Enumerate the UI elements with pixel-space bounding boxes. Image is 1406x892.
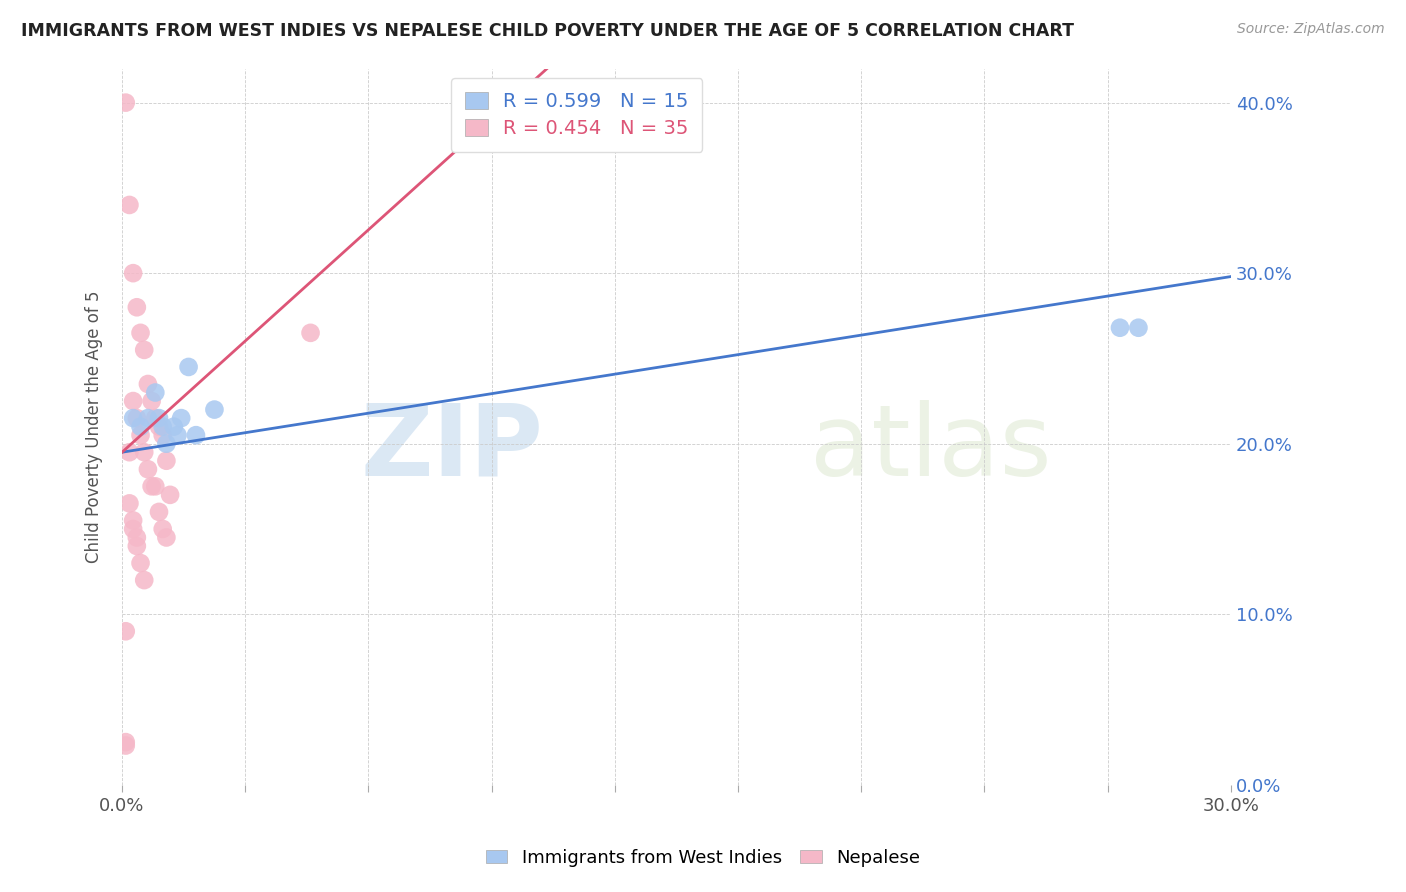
Point [114,735,136,749]
Point [136,411,159,425]
Point [122,266,145,280]
Point [152,522,174,536]
Legend: Immigrants from West Indies, Nepalese: Immigrants from West Indies, Nepalese [478,842,928,874]
Point [136,462,159,476]
Point [141,394,163,409]
Point [155,436,177,450]
Point [155,531,177,545]
Point [136,376,159,391]
Point [114,624,136,639]
Point [134,343,156,357]
Point [134,445,156,459]
Point [134,573,156,587]
Point [129,556,152,570]
Point [114,739,136,753]
Point [170,411,193,425]
Point [122,513,145,527]
Point [118,496,141,510]
Point [163,419,186,434]
Point [118,445,141,459]
Point [122,394,145,409]
Point [166,428,188,442]
Point [143,411,166,425]
Point [129,419,152,434]
Point [152,419,174,434]
Text: IMMIGRANTS FROM WEST INDIES VS NEPALESE CHILD POVERTY UNDER THE AGE OF 5 CORRELA: IMMIGRANTS FROM WEST INDIES VS NEPALESE … [21,22,1074,40]
Point [114,95,136,110]
Point [122,522,145,536]
Text: ZIP: ZIP [360,400,543,497]
Point [148,505,170,519]
Point [125,411,148,425]
Text: Source: ZipAtlas.com: Source: ZipAtlas.com [1237,22,1385,37]
Point [152,428,174,442]
Point [141,479,163,493]
Point [125,531,148,545]
Point [125,300,148,314]
Point [143,479,166,493]
Point [148,419,170,434]
Point [159,488,181,502]
Point [299,326,322,340]
Point [155,454,177,468]
Point [1109,320,1132,334]
Point [118,198,141,212]
Point [177,359,200,374]
Point [129,428,152,442]
Y-axis label: Child Poverty Under the Age of 5: Child Poverty Under the Age of 5 [86,291,103,563]
Point [129,326,152,340]
Point [122,411,145,425]
Point [125,539,148,553]
Point [204,402,226,417]
Point [143,385,166,400]
Text: atlas: atlas [810,400,1052,497]
Point [184,428,207,442]
Point [1128,320,1150,334]
Legend: R = 0.599   N = 15, R = 0.454   N = 35: R = 0.599 N = 15, R = 0.454 N = 35 [451,78,703,152]
Point [148,411,170,425]
